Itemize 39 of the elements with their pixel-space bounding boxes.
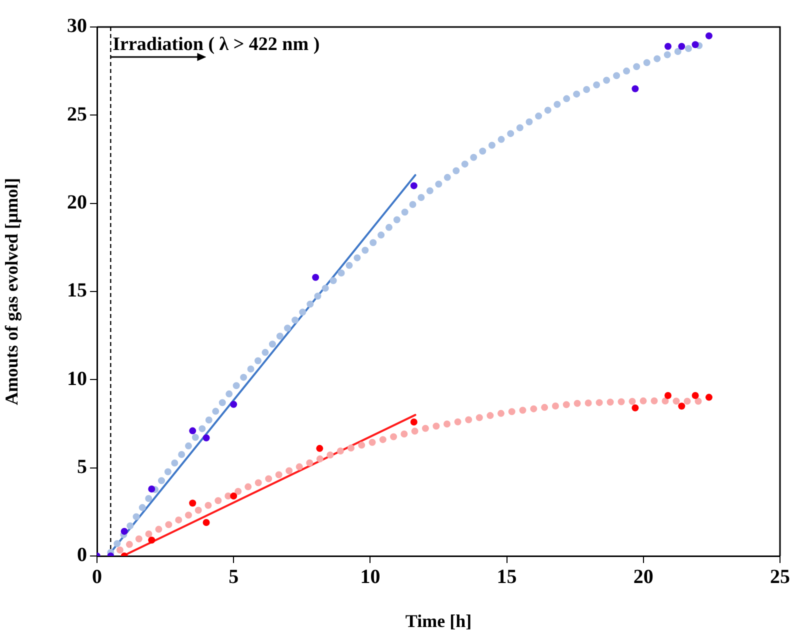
point (705, 394, 712, 401)
y-tick-label: 0 (77, 544, 87, 566)
x-tick-label: 25 (770, 566, 790, 588)
point (678, 42, 686, 50)
point (692, 392, 699, 400)
point (202, 518, 210, 526)
point (189, 500, 196, 507)
x-tick-label: 20 (633, 566, 654, 588)
point (189, 427, 196, 434)
y-tick-label: 15 (67, 280, 87, 302)
point (678, 402, 686, 410)
point (148, 536, 156, 544)
point (120, 528, 128, 535)
y-tick-label: 20 (67, 192, 87, 214)
point (692, 41, 699, 48)
x-tick-label: 5 (228, 566, 239, 588)
y-axis-title: Amouts of gas evolved [μmol] (1, 178, 22, 406)
point (410, 418, 418, 426)
point (410, 182, 418, 190)
point (316, 444, 324, 452)
point (230, 400, 238, 408)
y-tick-label: 25 (67, 103, 87, 126)
point (664, 42, 672, 50)
point (148, 485, 156, 492)
annotation: Irradiation ( λ > 422 nm ) (112, 34, 320, 55)
point (312, 274, 320, 281)
y-tick-label: 30 (67, 15, 87, 38)
x-tick-label: 0 (92, 566, 102, 588)
point (664, 392, 672, 400)
point (230, 492, 238, 500)
point (202, 434, 210, 442)
y-tick-label: 5 (77, 456, 87, 478)
y-tick-label: 10 (67, 368, 87, 390)
point (632, 85, 639, 92)
point (705, 32, 712, 40)
point (632, 404, 639, 412)
x-tick-label: 15 (496, 566, 517, 588)
x-tick-label: 10 (360, 566, 380, 588)
x-axis-title: Time [h] (405, 610, 472, 631)
